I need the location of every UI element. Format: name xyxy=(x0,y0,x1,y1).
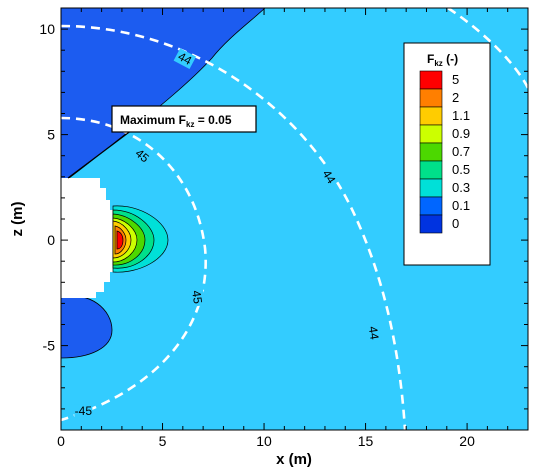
legend-title: Fkz (-) xyxy=(427,52,458,68)
legend-box xyxy=(403,42,491,266)
contour-label-bg xyxy=(130,144,154,167)
contour-labels: 44 44 44 45 45 -45 xyxy=(74,48,382,419)
x-axis: 0 5 10 15 20 xyxy=(57,8,529,449)
contour-label: 44 xyxy=(318,165,340,189)
y-axis-label: z (m) xyxy=(9,202,26,237)
legend-label: 0.9 xyxy=(452,126,470,141)
max-annotation: Maximum Fkz = 0.05 xyxy=(111,105,257,133)
contour-label-text: 44 xyxy=(176,49,195,68)
y-tick-label: 5 xyxy=(47,127,55,143)
legend-swatch xyxy=(419,214,443,234)
legend-label: 5 xyxy=(452,72,459,87)
legend-swatch xyxy=(419,178,443,198)
contour-label-bg xyxy=(173,48,197,70)
lobe-level-5 xyxy=(116,230,124,250)
x-tick-label: 20 xyxy=(459,433,475,449)
legend-label: 0.5 xyxy=(452,162,470,177)
x-tick-label: 0 xyxy=(57,433,65,449)
contour-label: 45 xyxy=(188,287,206,307)
legend-swatch xyxy=(419,124,443,144)
legend-swatch xyxy=(419,142,443,162)
void-region xyxy=(61,178,113,298)
y-tick-label: -5 xyxy=(43,338,56,354)
y-tick-label: 10 xyxy=(39,21,55,37)
legend-label: 0.3 xyxy=(452,180,470,195)
legend-swatch xyxy=(419,88,443,108)
contour-label-text: -45 xyxy=(75,404,93,418)
legend-items: 5 2 1.1 0.9 0.7 0.5 0.3 0.1 0 xyxy=(419,70,470,234)
legend-label: 0.7 xyxy=(452,144,470,159)
dashed-contour-44-outer xyxy=(447,8,528,89)
legend: Fkz (-) 5 2 1.1 0.9 0.7 0.5 0.3 0.1 0 xyxy=(403,42,491,266)
legend-swatch xyxy=(419,70,443,90)
x-tick-label: 5 xyxy=(159,433,167,449)
legend-label: 1.1 xyxy=(452,108,470,123)
contour-label: 44 xyxy=(365,323,382,343)
x-tick-label: 10 xyxy=(256,433,272,449)
contour-label-bg xyxy=(188,287,206,307)
legend-swatch xyxy=(419,196,443,216)
annotation-leader xyxy=(67,129,133,179)
contour-label-bg xyxy=(318,165,340,189)
contour-label-bg xyxy=(365,323,382,343)
legend-swatch xyxy=(419,106,443,126)
contour-label: 44 xyxy=(173,48,197,70)
x-tick-label: 15 xyxy=(358,433,374,449)
legend-label: 0 xyxy=(452,216,459,231)
legend-label: 0.1 xyxy=(452,198,470,213)
annotation-box xyxy=(111,105,257,133)
y-tick-label: 0 xyxy=(47,232,55,248)
x-axis-label: x (m) xyxy=(276,451,312,468)
legend-swatch xyxy=(419,160,443,180)
contour-label-text: 45 xyxy=(189,289,205,304)
annotation-text: Maximum Fkz = 0.05 xyxy=(120,113,232,129)
y-axis: -5 0 5 10 xyxy=(39,7,528,431)
dashed-contour-44-inner xyxy=(61,24,407,430)
contour-label: 45 xyxy=(130,144,154,167)
contour-label: -45 xyxy=(74,404,93,419)
contour-label-text: 44 xyxy=(366,325,382,340)
contour-label-bg xyxy=(74,404,93,419)
legend-label: 2 xyxy=(452,90,459,105)
